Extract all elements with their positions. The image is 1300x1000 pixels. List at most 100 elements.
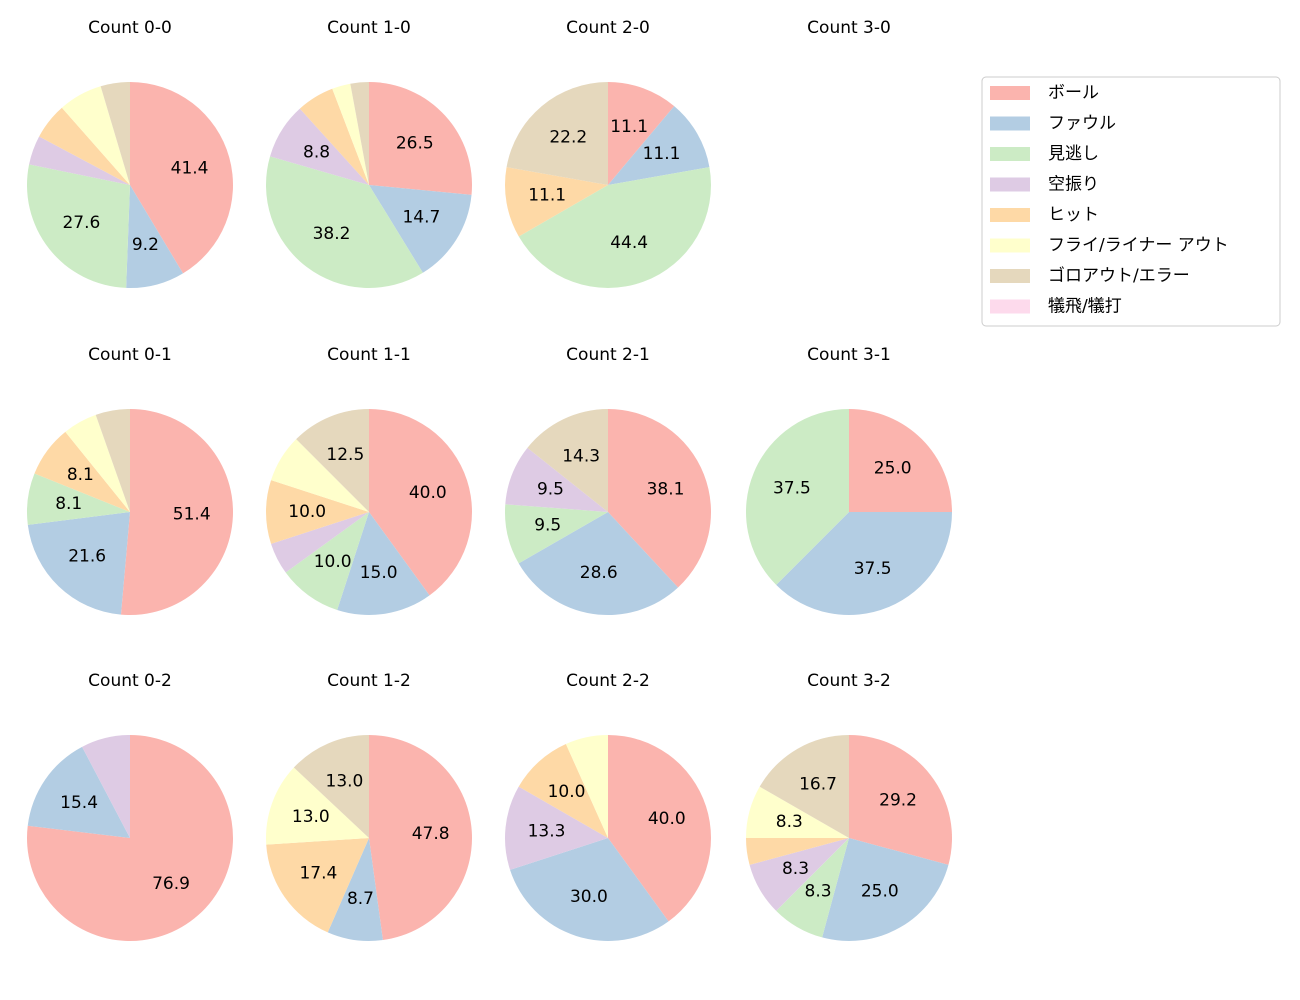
pie-slice [518, 167, 711, 288]
pie-title: Count 3-0 [807, 18, 891, 38]
legend-label: ヒット [1048, 205, 1099, 225]
slice-label: 9.2 [132, 235, 159, 255]
pie-slice [266, 480, 369, 544]
legend-box [981, 76, 1281, 327]
pie-slice [369, 409, 472, 596]
pie-slice [130, 82, 234, 274]
pie-slice [299, 88, 369, 185]
slice-label: 38.2 [313, 224, 351, 244]
legend-label: ボール [1048, 83, 1099, 103]
slice-label: 8.1 [67, 465, 94, 485]
pie-slice [608, 106, 710, 185]
legend-swatch [990, 116, 1030, 131]
pie-slice [337, 512, 430, 615]
pie-slice [126, 185, 183, 288]
pie-slice [65, 414, 130, 512]
pie-slice [849, 409, 952, 512]
pie-slice [285, 512, 369, 610]
legend-label: ゴロアウト/エラー [1048, 265, 1190, 286]
pie-slice [100, 82, 130, 185]
slice-label: 15.4 [60, 793, 98, 813]
slice-label: 10.0 [288, 502, 326, 522]
pie-slice [29, 136, 131, 185]
slice-label: 8.7 [347, 889, 374, 909]
slice-label: 27.6 [62, 213, 100, 233]
slice-label: 26.5 [396, 133, 434, 153]
legend-label: ファウル [1048, 114, 1116, 134]
pie-slice [369, 735, 473, 941]
slice-label: 13.0 [292, 807, 330, 827]
pie-slice [505, 447, 608, 512]
pie-slice [327, 838, 383, 942]
slice-label: 38.1 [647, 479, 685, 499]
pie-title: Count 3-1 [807, 345, 891, 365]
pie-slice [565, 735, 608, 838]
slice-label: 14.7 [402, 208, 440, 228]
slice-label: 25.0 [861, 882, 899, 902]
pie-title: Count 0-2 [88, 671, 172, 691]
pie-slice [332, 83, 369, 185]
pie-slice [39, 107, 130, 185]
slice-label: 15.0 [360, 563, 398, 583]
pie-slice [293, 735, 369, 838]
pie-slice [34, 431, 131, 512]
pie-slice [95, 409, 130, 512]
pie-slice [608, 82, 675, 185]
slice-label: 10.0 [548, 782, 586, 802]
pie-slice [746, 409, 849, 585]
slice-label: 40.0 [648, 809, 686, 829]
legend-swatch [990, 177, 1030, 192]
legend-label: フライ/ライナー アウト [1048, 236, 1229, 256]
slice-label: 8.3 [782, 859, 809, 879]
pie-slice [271, 512, 369, 573]
legend-swatch [990, 147, 1030, 161]
slice-label: 44.4 [610, 233, 648, 253]
pie-slice [266, 838, 369, 933]
pie-slice [120, 409, 234, 615]
legend-swatch [990, 299, 1030, 314]
slice-label: 22.2 [549, 128, 587, 148]
pie-slice [759, 735, 849, 838]
slice-label: 11.1 [610, 117, 648, 137]
pie-slice [746, 838, 849, 865]
pie-slice [61, 86, 131, 185]
slice-label: 37.5 [854, 559, 892, 579]
pie-slice [849, 735, 952, 865]
pie-slice [506, 82, 608, 185]
pie-slice [504, 786, 608, 870]
pie-slice [271, 439, 369, 512]
pie-slice [26, 735, 233, 942]
pie-slice [82, 735, 130, 838]
pie-title: Count 3-2 [807, 671, 891, 691]
slice-label: 16.7 [799, 775, 837, 795]
pie-title: Count 1-2 [327, 671, 411, 691]
pie-slice [27, 512, 130, 615]
pie-slice [510, 838, 669, 941]
pie-title: Count 2-2 [566, 671, 650, 691]
slice-label: 30.0 [570, 887, 608, 907]
slice-label: 8.3 [776, 812, 803, 832]
slice-label: 9.5 [537, 479, 564, 499]
slice-label: 12.5 [326, 445, 364, 465]
pie-slice [527, 409, 608, 512]
slice-label: 13.3 [528, 822, 566, 842]
pie-slice [350, 82, 369, 185]
slice-label: 25.0 [874, 458, 912, 478]
slice-label: 76.9 [152, 874, 190, 894]
slice-label: 17.4 [299, 863, 337, 883]
pie-slice [776, 838, 849, 938]
pie-slice [266, 767, 369, 845]
pie-slice [27, 473, 131, 525]
legend-swatch [990, 238, 1030, 253]
pie-slice [518, 512, 679, 616]
legend-swatch [990, 86, 1030, 100]
slice-label: 37.5 [773, 478, 811, 498]
slice-label: 40.0 [409, 483, 447, 503]
slice-label: 11.1 [643, 144, 681, 164]
legend-swatch [990, 269, 1030, 283]
pie-title: Count 2-1 [566, 345, 650, 365]
pie-slice [776, 512, 952, 615]
legend-swatch [990, 208, 1030, 222]
pie-slice [505, 167, 608, 237]
